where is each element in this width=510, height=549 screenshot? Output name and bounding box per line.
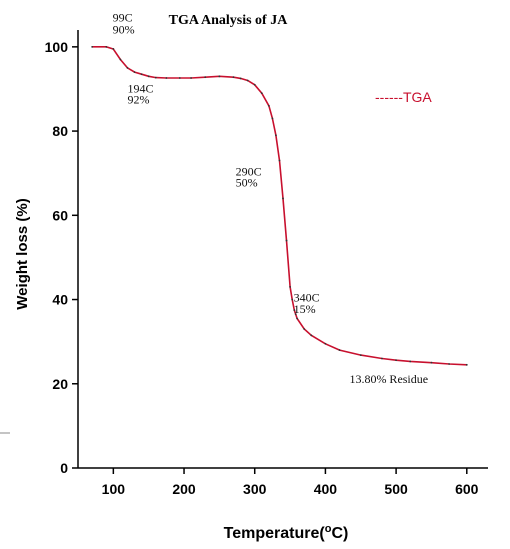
tga-data-point: [285, 239, 288, 242]
tga-data-point: [218, 75, 221, 78]
tga-data-point: [409, 360, 412, 363]
tga-data-point: [310, 334, 313, 337]
tga-data-point: [91, 45, 94, 48]
x-axis-label: Temperature(oC): [224, 523, 349, 542]
tga-data-point: [165, 77, 168, 79]
tga-data-point: [271, 117, 274, 120]
x-tick-label: 500: [384, 481, 408, 497]
tga-data-point: [296, 317, 299, 320]
tga-data-point: [448, 363, 451, 365]
tga-data-point: [282, 197, 284, 200]
annotation-label: 340C: [294, 291, 320, 305]
y-tick-label: 100: [45, 39, 69, 55]
tga-data-point: [289, 286, 291, 288]
tga-data-point: [465, 363, 468, 366]
annotation-label: 290C: [236, 164, 262, 178]
x-axis-ticks: 100 200 300 400 500 600: [102, 468, 479, 497]
annotation-label: 50%: [236, 176, 258, 190]
tga-data-point: [133, 71, 136, 74]
tga-data-point: [119, 58, 122, 61]
tga-data-point: [381, 357, 383, 360]
tga-data-point: [178, 77, 181, 79]
tga-data-point: [112, 48, 115, 50]
tga-data-point: [239, 77, 242, 80]
x-tick-label: 200: [172, 481, 196, 497]
tga-data-point: [232, 76, 235, 79]
x-tick-label: 300: [243, 481, 267, 497]
tga-data-point: [204, 76, 207, 79]
tga-data-point: [147, 75, 150, 78]
x-tick-label: 600: [455, 481, 479, 497]
tga-data-point: [293, 309, 296, 311]
annotation-label: 194C: [127, 81, 153, 95]
tga-data-point: [267, 104, 270, 107]
y-tick-label: 60: [52, 207, 68, 223]
tga-data-point: [291, 298, 294, 301]
tga-series-points: [91, 45, 468, 366]
plot-frame: [0, 30, 488, 469]
y-axis-ticks: 0 20 40 60 80 100: [45, 39, 78, 476]
tga-data-point: [105, 45, 108, 48]
tga-data-point: [430, 361, 433, 364]
tga-data-point: [126, 67, 129, 69]
tga-data-point: [190, 77, 193, 79]
chart-title: TGA Analysis of JA: [169, 13, 289, 28]
annotation-label: 90%: [113, 22, 135, 36]
tga-data-point: [294, 313, 297, 316]
tga-data-point: [395, 359, 398, 362]
tga-data-point: [303, 328, 306, 330]
annotation-label: 15%: [294, 302, 316, 316]
x-tick-label: 400: [314, 481, 338, 497]
y-tick-label: 20: [52, 376, 68, 392]
tga-data-point: [359, 354, 362, 357]
y-axis-label: Weight loss (%): [14, 198, 31, 309]
y-tick-label: 40: [52, 292, 68, 308]
tga-data-point: [338, 349, 341, 351]
annotation-label: 99C: [113, 11, 133, 25]
tga-data-point: [260, 92, 263, 95]
y-tick-label: 0: [60, 460, 68, 476]
tga-data-point: [278, 159, 281, 162]
tga-data-point: [140, 73, 143, 76]
tga-data-point: [154, 76, 157, 79]
legend: ------TGA: [375, 89, 432, 105]
tga-data-point: [324, 342, 327, 345]
tga-data-point: [246, 79, 249, 82]
tga-data-point: [253, 83, 256, 86]
annotation-label: 92%: [127, 93, 149, 107]
legend-label-tga: ------TGA: [375, 89, 432, 105]
tga-data-point: [275, 134, 277, 137]
x-tick-label: 100: [102, 481, 126, 497]
y-tick-label: 80: [52, 123, 68, 139]
annotation-label: 13.80% Residue: [349, 372, 428, 386]
